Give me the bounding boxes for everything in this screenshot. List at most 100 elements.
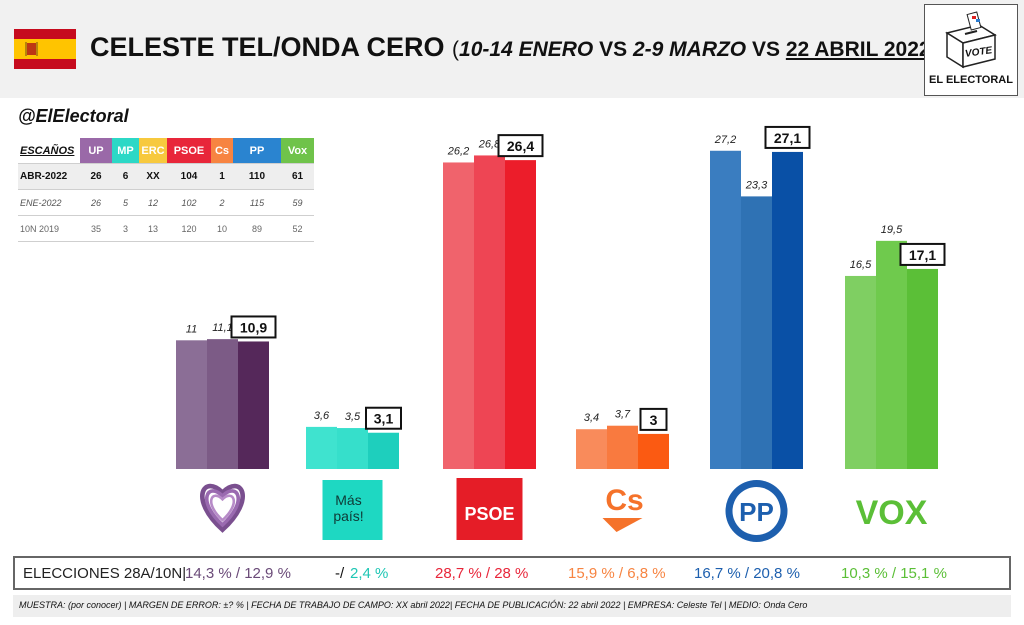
svg-text:Cs: Cs: [605, 484, 643, 517]
seats-cell: 26: [80, 163, 112, 190]
bar-vox-3: [907, 268, 938, 469]
seats-header-row: ESCAÑOS UP MP ERC PSOE Cs PP Vox: [18, 138, 314, 164]
twitter-handle: @ElElectoral: [18, 106, 129, 126]
bar-value-label: 19,5: [881, 224, 903, 236]
seats-cell: 61: [281, 163, 314, 190]
bar-value-label: 16,5: [850, 259, 872, 271]
spain-flag-icon: [14, 29, 76, 69]
results-pp: 16,7 % / 20,8 %: [694, 565, 800, 582]
svg-text:PP: PP: [739, 497, 774, 527]
results-up: 14,3 % / 12,9 %: [185, 565, 291, 582]
seats-row-label: ABR-2022: [18, 163, 80, 190]
seats-row-label: 10N 2019: [18, 215, 80, 242]
bar-chart: 11 3,6 26,2 3,4 27,2 16,5 11,1 3,5 26,8 3,7 23,3 19…: [176, 125, 946, 542]
bar-value-label: 26,4: [507, 138, 534, 154]
seats-row: ABR-2022 26 6 XX 104 1 110 61: [18, 163, 314, 190]
footer-note: MUESTRA: (por conocer) | MARGEN DE ERROR…: [13, 595, 1011, 617]
bar-psoe-2: [474, 155, 505, 469]
bar-vox-2: [876, 240, 907, 469]
bar-cs-2: [607, 425, 638, 469]
bar-psoe-3: [505, 160, 536, 469]
header-bar: [0, 0, 1024, 98]
seats-cell: 2: [211, 189, 233, 216]
footer-text: MUESTRA: (por conocer) | MARGEN DE ERROR…: [19, 600, 808, 610]
svg-text:país!: país!: [333, 508, 363, 524]
election-results-bar: ELECCIONES 28A/10N| 14,3 % / 12,9 % -/ 2…: [13, 556, 1011, 590]
bar-value-label: 3,1: [374, 411, 394, 427]
logo-caption: EL ELECTORAL: [929, 74, 1013, 86]
seats-cell: 110: [233, 163, 281, 190]
bar-value-label: 26,2: [447, 145, 469, 157]
page-title: CELESTE TEL/ONDA CERO (10-14 ENERO VS 2-…: [90, 32, 938, 63]
title-main: CELESTE TEL/ONDA CERO: [90, 32, 445, 62]
seats-cell: 89: [233, 215, 281, 242]
bar-up-2: [207, 339, 238, 469]
highlight-label-box: [497, 134, 544, 158]
seats-head-erc: ERC: [139, 138, 167, 164]
seats-cell: 35: [80, 215, 112, 242]
highlight-label-box: [230, 315, 277, 339]
seats-head-psoe: PSOE: [167, 138, 211, 164]
ballot-box-icon: VOTE: [945, 11, 997, 69]
seats-head-up: UP: [80, 138, 112, 164]
bar-cs-1: [576, 429, 607, 469]
results-psoe: 28,7 % / 28 %: [435, 565, 529, 582]
seats-row: 10N 2019 35 3 13 120 10 89 52: [18, 215, 314, 242]
title-subtitle: (10-14 ENERO VS 2-9 MARZO VS 22 ABRIL 20…: [452, 38, 938, 61]
results-mp: 2,4 %: [350, 565, 389, 582]
el-electoral-logo: VOTE EL ELECTORAL: [924, 4, 1018, 96]
bar-value-label: 17,1: [909, 247, 936, 263]
bar-value-label: 3,7: [615, 409, 631, 421]
seats-cell: 13: [139, 215, 167, 242]
bar-value-label: 3,4: [584, 412, 599, 424]
seats-cell: 10: [211, 215, 233, 242]
highlight-label-box: [899, 242, 946, 266]
highlight-label-box: [365, 406, 402, 430]
svg-text:PSOE: PSOE: [464, 504, 514, 524]
seats-cell: 12: [139, 189, 167, 216]
results-vox: 10,3 % / 15,1 %: [841, 565, 947, 582]
bar-value-label: 23,3: [745, 179, 768, 191]
seats-table: ESCAÑOS UP MP ERC PSOE Cs PP Vox ABR-202…: [18, 138, 314, 242]
bar-value-label: 11: [186, 323, 197, 335]
seats-head-pp: PP: [233, 138, 281, 164]
bar-value-label: 26,8: [478, 138, 501, 150]
seats-head-mp: MP: [112, 138, 139, 164]
seats-cell: 115: [233, 189, 281, 216]
bar-mp-2: [337, 428, 368, 469]
seats-cell: 26: [80, 189, 112, 216]
seats-cell: 59: [281, 189, 314, 216]
seats-cell: XX: [139, 163, 167, 190]
svg-text:VOX: VOX: [856, 494, 928, 532]
highlight-label-box: [639, 407, 668, 431]
pp-logo: PP: [725, 480, 788, 542]
bar-value-label: 3,5: [345, 411, 361, 423]
seats-cell: 102: [167, 189, 211, 216]
bar-pp-3: [772, 151, 803, 469]
seats-head-cs: Cs: [211, 138, 233, 164]
svg-text:Más: Más: [335, 492, 361, 508]
bar-value-label: 3,6: [314, 410, 330, 422]
seats-head-vox: Vox: [281, 138, 314, 164]
bar-value-label: 27,2: [714, 134, 736, 146]
seats-row: ENE-2022 26 5 12 102 2 115 59: [18, 189, 314, 216]
seats-cell: 6: [112, 163, 139, 190]
results-mp-prefix: -/: [335, 565, 345, 582]
up-logo: [200, 483, 245, 533]
bar-up-3: [238, 341, 269, 469]
bar-mp-1: [306, 426, 337, 469]
seats-cell: 3: [112, 215, 139, 242]
bar-mp-3: [368, 432, 399, 469]
seats-cell: 52: [281, 215, 314, 242]
cs-logo: Cs: [602, 484, 644, 532]
bar-value-label: 27,1: [774, 130, 801, 146]
vox-logo: VOX: [856, 494, 928, 532]
bar-vox-1: [845, 275, 876, 469]
seats-cell: 5: [112, 189, 139, 216]
bar-psoe-1: [443, 162, 474, 469]
seats-cell: 1: [211, 163, 233, 190]
seats-cell: 120: [167, 215, 211, 242]
bar-pp-2: [741, 196, 772, 469]
bar-up-1: [176, 340, 207, 469]
